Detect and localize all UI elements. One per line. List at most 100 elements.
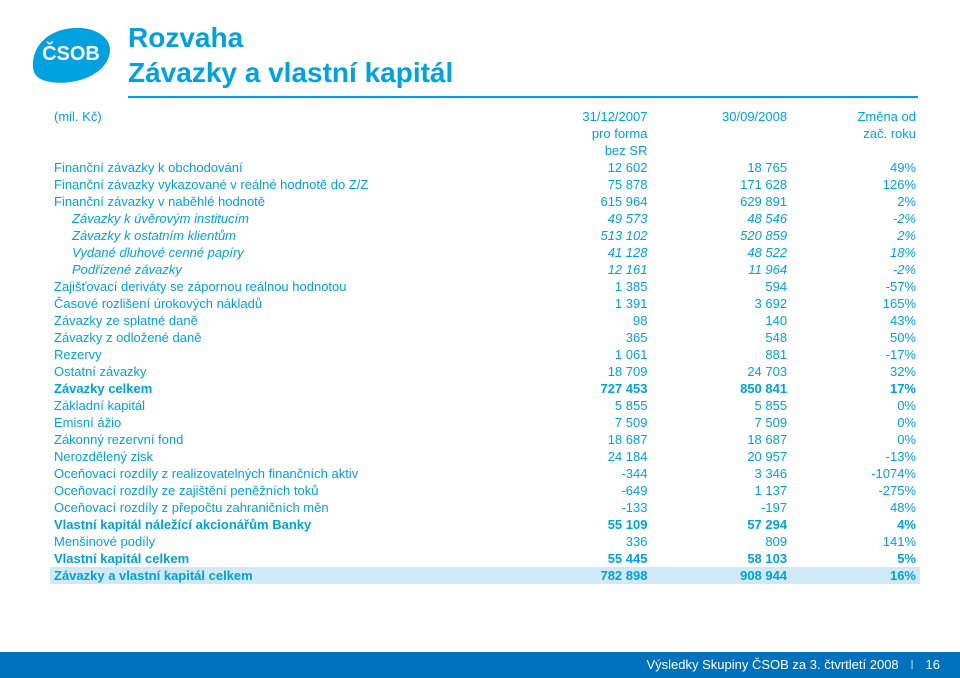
row-col-c: -57% xyxy=(791,278,920,295)
row-col-c: 18% xyxy=(791,244,920,261)
row-label: Závazky celkem xyxy=(50,380,512,397)
row-label: Menšinové podíly xyxy=(50,533,512,550)
row-col-c: 5% xyxy=(791,550,920,567)
row-col-c: 50% xyxy=(791,329,920,346)
row-col-a: 18 687 xyxy=(512,431,652,448)
row-col-c: -13% xyxy=(791,448,920,465)
footer-page: 16 xyxy=(926,657,940,672)
row-col-b: 11 964 xyxy=(651,261,791,278)
row-label: Oceňovací rozdíly z přepočtu zahraničníc… xyxy=(50,499,512,516)
row-col-b: 908 944 xyxy=(651,567,791,584)
row-col-a: 1 385 xyxy=(512,278,652,295)
row-col-b: 48 522 xyxy=(651,244,791,261)
row-col-b: 881 xyxy=(651,346,791,363)
table-row: Vlastní kapitál celkem55 44558 1035% xyxy=(50,550,920,567)
table-row: Emisní ážio7 5097 5090% xyxy=(50,414,920,431)
row-label: Ostatní závazky xyxy=(50,363,512,380)
header-units: (mil. Kč) xyxy=(50,108,512,159)
brand-logo-text: ČSOB xyxy=(42,41,100,65)
row-col-a: 55 109 xyxy=(512,516,652,533)
table-row: Finanční závazky vykazované v reálné hod… xyxy=(50,176,920,193)
row-col-b: 5 855 xyxy=(651,397,791,414)
table-row: Menšinové podíly336809141% xyxy=(50,533,920,550)
row-label: Závazky a vlastní kapitál celkem xyxy=(50,567,512,584)
row-col-a: 98 xyxy=(512,312,652,329)
row-col-c: 126% xyxy=(791,176,920,193)
row-col-a: -344 xyxy=(512,465,652,482)
row-col-a: 513 102 xyxy=(512,227,652,244)
slide: ČSOB Rozvaha Závazky a vlastní kapitál (… xyxy=(0,0,960,678)
row-col-a: 12 602 xyxy=(512,159,652,176)
row-col-b: 809 xyxy=(651,533,791,550)
row-col-a: 41 128 xyxy=(512,244,652,261)
row-col-b: 850 841 xyxy=(651,380,791,397)
row-col-c: 141% xyxy=(791,533,920,550)
table-row: Základní kapitál5 8555 8550% xyxy=(50,397,920,414)
row-col-a: 727 453 xyxy=(512,380,652,397)
row-col-c: 0% xyxy=(791,397,920,414)
balance-table-body: Finanční závazky k obchodování12 60218 7… xyxy=(50,159,920,584)
row-col-b: 1 137 xyxy=(651,482,791,499)
row-col-b: 629 891 xyxy=(651,193,791,210)
row-col-b: 18 687 xyxy=(651,431,791,448)
table-row: Oceňovací rozdíly ze zajištění peněžních… xyxy=(50,482,920,499)
row-col-a: 5 855 xyxy=(512,397,652,414)
row-label: Vlastní kapitál celkem xyxy=(50,550,512,567)
row-col-c: -2% xyxy=(791,261,920,278)
row-col-a: 18 709 xyxy=(512,363,652,380)
row-col-c: 49% xyxy=(791,159,920,176)
row-col-b: 3 346 xyxy=(651,465,791,482)
header-col1-sub2: bez SR xyxy=(512,142,652,159)
row-col-c: 0% xyxy=(791,431,920,448)
row-col-a: -649 xyxy=(512,482,652,499)
row-col-a: 24 184 xyxy=(512,448,652,465)
row-col-c: 48% xyxy=(791,499,920,516)
row-col-a: 12 161 xyxy=(512,261,652,278)
table-row: Závazky ze splatné daně9814043% xyxy=(50,312,920,329)
row-label: Vydané dluhové cenné papíry xyxy=(50,244,512,261)
row-col-b: 20 957 xyxy=(651,448,791,465)
row-label: Oceňovací rozdíly z realizovatelných fin… xyxy=(50,465,512,482)
table-row: Vydané dluhové cenné papíry41 12848 5221… xyxy=(50,244,920,261)
brand-logo: ČSOB xyxy=(28,24,114,91)
table-row: Závazky celkem727 453850 84117% xyxy=(50,380,920,397)
header-col1: 31/12/2007 xyxy=(512,108,652,125)
row-col-b: 140 xyxy=(651,312,791,329)
row-col-b: 520 859 xyxy=(651,227,791,244)
row-label: Rezervy xyxy=(50,346,512,363)
title-line1: Rozvaha xyxy=(128,20,453,55)
header-col1-sub1: pro forma xyxy=(512,125,652,142)
row-col-c: -1074% xyxy=(791,465,920,482)
row-col-b: -197 xyxy=(651,499,791,516)
row-col-c: 2% xyxy=(791,227,920,244)
row-col-c: -17% xyxy=(791,346,920,363)
table-row: Ostatní závazky18 70924 70332% xyxy=(50,363,920,380)
table-row: Zajišťovací deriváty se zápornou reálnou… xyxy=(50,278,920,295)
table-row: Vlastní kapitál náležící akcionářům Bank… xyxy=(50,516,920,533)
row-col-a: 7 509 xyxy=(512,414,652,431)
row-label: Závazky z odložené daně xyxy=(50,329,512,346)
row-col-a: 615 964 xyxy=(512,193,652,210)
row-col-b: 594 xyxy=(651,278,791,295)
row-label: Finanční závazky vykazované v reálné hod… xyxy=(50,176,512,193)
row-col-b: 48 546 xyxy=(651,210,791,227)
row-col-b: 24 703 xyxy=(651,363,791,380)
row-label: Zákonný rezervní fond xyxy=(50,431,512,448)
row-col-c: -275% xyxy=(791,482,920,499)
row-label: Finanční závazky k obchodování xyxy=(50,159,512,176)
row-col-a: 55 445 xyxy=(512,550,652,567)
row-label: Finanční závazky v naběhlé hodnotě xyxy=(50,193,512,210)
row-label: Závazky k úvěrovým institucím xyxy=(50,210,512,227)
table-row: Nerozdělený zisk24 18420 957-13% xyxy=(50,448,920,465)
table-row: Závazky a vlastní kapitál celkem782 8989… xyxy=(50,567,920,584)
header-col2: 30/09/2008 xyxy=(651,108,791,159)
row-col-c: 32% xyxy=(791,363,920,380)
row-col-c: 165% xyxy=(791,295,920,312)
row-col-b: 18 765 xyxy=(651,159,791,176)
row-label: Vlastní kapitál náležící akcionářům Bank… xyxy=(50,516,512,533)
balance-table-wrap: (mil. Kč) 31/12/2007 30/09/2008 Změna od… xyxy=(50,108,920,584)
header-col3-l2: zač. roku xyxy=(791,125,920,142)
table-row: Zákonný rezervní fond18 68718 6870% xyxy=(50,431,920,448)
row-label: Nerozdělený zisk xyxy=(50,448,512,465)
row-label: Závazky ze splatné daně xyxy=(50,312,512,329)
